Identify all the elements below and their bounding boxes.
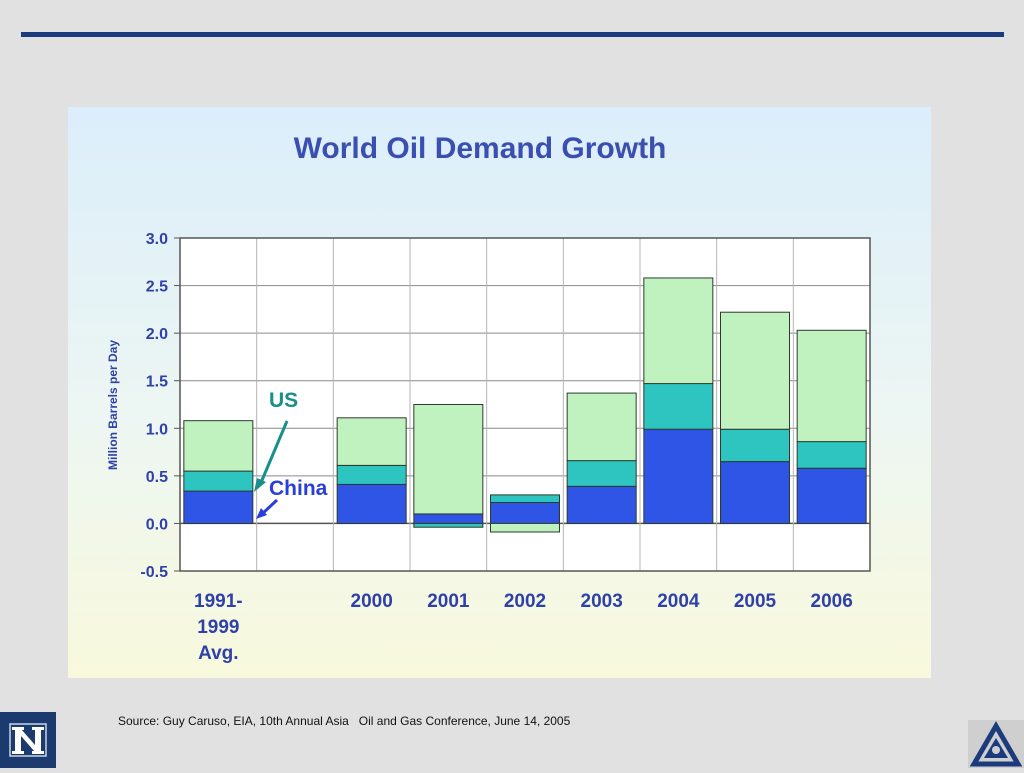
- y-tick-label: 3.0: [146, 231, 168, 248]
- chart-title: World Oil Demand Growth: [294, 132, 667, 165]
- bars: [183, 277, 867, 533]
- bar-us: [566, 460, 637, 487]
- bar-us: [183, 470, 254, 492]
- us-arrow: [258, 420, 289, 486]
- x-categories: 1991- 1999 Avg. 2000 2001 2002 2003 2004 2005 200…: [194, 591, 853, 664]
- bar-other: [490, 522, 560, 533]
- x-category-label: 1991-: [194, 591, 243, 612]
- source-citation: Source: Guy Caruso, EIA, 10th Annual Asi…: [118, 714, 571, 728]
- y-tick-label: 0.0: [146, 516, 168, 533]
- bar-china: [720, 461, 790, 524]
- plot-border: [179, 237, 871, 572]
- x-category-label: 2005: [734, 591, 777, 612]
- x-category-label: Avg.: [198, 643, 238, 664]
- y-tick-label: -0.5: [140, 564, 168, 581]
- triangle-emblem-logo: [968, 720, 1024, 768]
- bar-china: [566, 485, 637, 524]
- y-tick-label: 1.0: [146, 421, 168, 438]
- bar-us: [336, 464, 407, 485]
- x-category-label: 2003: [581, 591, 623, 612]
- bar-other: [336, 417, 407, 466]
- bar-us: [490, 494, 560, 503]
- annotation-china: China: [269, 477, 328, 500]
- x-category-label: 2006: [811, 591, 853, 612]
- chart-panel: World Oil Demand Growth Million Barrels …: [68, 107, 931, 678]
- bar-other: [183, 420, 254, 472]
- china-arrow: [260, 498, 279, 516]
- x-category-label: 2002: [504, 591, 546, 612]
- x-category-label: 1999: [197, 617, 239, 638]
- bar-us: [720, 428, 790, 463]
- x-category-label: 2000: [351, 591, 393, 612]
- oil-demand-chart: World Oil Demand Growth Million Barrels …: [106, 132, 871, 664]
- n-logo-icon: [9, 723, 47, 757]
- bar-other: [413, 404, 484, 515]
- bar-china: [336, 483, 407, 524]
- y-tick-label: 1.5: [146, 374, 168, 391]
- triangle-emblem-icon: [969, 721, 1023, 767]
- annotations: US China: [254, 389, 328, 519]
- bar-other: [566, 392, 637, 462]
- bar-other: [643, 277, 714, 385]
- bar-us: [413, 522, 484, 528]
- header-rule: [21, 32, 1004, 37]
- bar-us: [643, 383, 714, 430]
- bar-us: [796, 441, 867, 469]
- y-tick-label: 2.5: [146, 279, 168, 296]
- bar-other: [796, 329, 867, 443]
- china-arrowhead-icon: [256, 508, 267, 519]
- annotation-us: US: [269, 389, 298, 412]
- bar-china: [490, 501, 560, 524]
- us-arrowhead-icon: [254, 478, 266, 492]
- y-ticks: 3.0 2.5 2.0 1.5 1.0 0.5 0.0 -0.5: [140, 231, 180, 581]
- y-tick-label: 2.0: [146, 326, 168, 343]
- x-category-label: 2004: [657, 591, 700, 612]
- y-tick-label: 0.5: [146, 469, 168, 486]
- bar-other: [720, 311, 790, 430]
- bar-china: [796, 467, 867, 524]
- bar-china: [643, 428, 714, 524]
- plot-frame: [179, 237, 871, 572]
- university-n-logo: [0, 712, 56, 768]
- x-category-label: 2001: [427, 591, 470, 612]
- y-axis-label: Million Barrels per Day: [106, 340, 120, 470]
- bar-china: [413, 513, 484, 524]
- bar-china: [183, 490, 254, 524]
